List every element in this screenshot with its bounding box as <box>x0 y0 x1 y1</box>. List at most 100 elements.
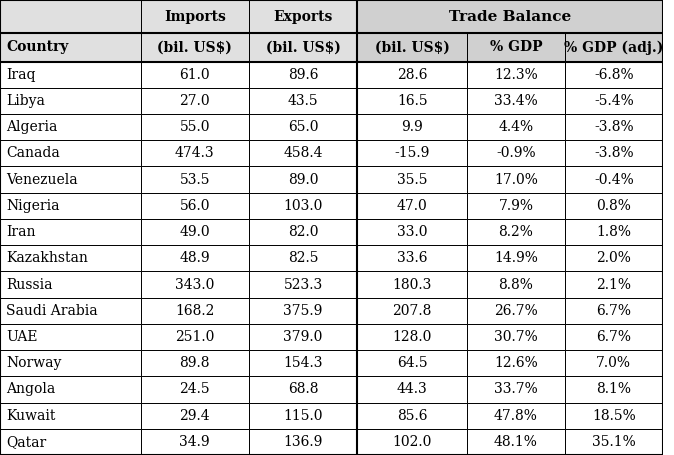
Text: 379.0: 379.0 <box>283 330 323 344</box>
Text: (bil. US$): (bil. US$) <box>157 40 233 55</box>
Bar <box>249 350 357 376</box>
Text: 43.5: 43.5 <box>288 94 318 108</box>
Text: (bil. US$): (bil. US$) <box>266 40 340 55</box>
Text: 26.7%: 26.7% <box>494 304 538 318</box>
Bar <box>249 324 357 350</box>
Text: 7.9%: 7.9% <box>499 199 534 213</box>
Text: Libya: Libya <box>6 94 44 108</box>
Text: 2.1%: 2.1% <box>596 278 632 292</box>
Bar <box>467 245 565 271</box>
Bar <box>0 376 141 403</box>
Bar <box>0 140 141 167</box>
Bar <box>0 271 141 298</box>
Bar <box>467 298 565 324</box>
Bar <box>249 376 357 403</box>
Text: Angola: Angola <box>6 382 55 396</box>
Text: 30.7%: 30.7% <box>494 330 538 344</box>
Text: 82.5: 82.5 <box>288 251 318 265</box>
Bar <box>357 88 467 114</box>
Bar <box>565 193 663 219</box>
Bar <box>565 245 663 271</box>
Text: 33.4%: 33.4% <box>494 94 538 108</box>
Text: (bil. US$): (bil. US$) <box>375 40 450 55</box>
Text: 168.2: 168.2 <box>175 304 214 318</box>
Bar <box>141 33 249 61</box>
Bar <box>565 324 663 350</box>
Text: 343.0: 343.0 <box>175 278 214 292</box>
Text: 33.7%: 33.7% <box>494 382 538 396</box>
Bar <box>141 114 249 140</box>
Bar <box>0 193 141 219</box>
Text: 24.5: 24.5 <box>179 382 210 396</box>
Text: 56.0: 56.0 <box>179 199 210 213</box>
Bar <box>565 271 663 298</box>
Text: 89.8: 89.8 <box>179 356 210 370</box>
Bar <box>357 376 467 403</box>
Bar <box>565 33 663 61</box>
Text: 474.3: 474.3 <box>175 147 214 160</box>
Bar <box>565 88 663 114</box>
Bar <box>141 245 249 271</box>
Bar <box>141 88 249 114</box>
Text: Algeria: Algeria <box>6 120 57 134</box>
Bar <box>565 61 663 88</box>
Text: 128.0: 128.0 <box>392 330 432 344</box>
Text: % GDP: % GDP <box>490 40 543 55</box>
Text: 115.0: 115.0 <box>283 409 323 423</box>
Text: 180.3: 180.3 <box>392 278 432 292</box>
Bar <box>141 350 249 376</box>
Text: 29.4: 29.4 <box>179 409 210 423</box>
Bar <box>0 324 141 350</box>
Text: 35.5: 35.5 <box>397 172 427 187</box>
Text: 55.0: 55.0 <box>179 120 210 134</box>
Bar <box>565 350 663 376</box>
Text: -15.9: -15.9 <box>394 147 430 160</box>
Text: 2.0%: 2.0% <box>596 251 632 265</box>
Text: 375.9: 375.9 <box>283 304 323 318</box>
Text: Russia: Russia <box>6 278 53 292</box>
Text: UAE: UAE <box>6 330 37 344</box>
Bar <box>0 167 141 193</box>
Text: Country: Country <box>6 40 68 55</box>
Text: Exports: Exports <box>274 10 333 24</box>
Text: 102.0: 102.0 <box>392 435 432 449</box>
Text: 6.7%: 6.7% <box>596 330 632 344</box>
Bar <box>565 298 663 324</box>
Bar <box>357 219 467 245</box>
Text: 65.0: 65.0 <box>288 120 318 134</box>
Bar <box>141 271 249 298</box>
Text: -0.4%: -0.4% <box>594 172 634 187</box>
Text: Kazakhstan: Kazakhstan <box>6 251 88 265</box>
Bar <box>141 376 249 403</box>
Bar <box>0 114 141 140</box>
Bar <box>249 0 357 33</box>
Bar <box>141 429 249 455</box>
Text: Canada: Canada <box>6 147 60 160</box>
Bar <box>249 429 357 455</box>
Bar <box>0 0 141 33</box>
Text: 17.0%: 17.0% <box>494 172 538 187</box>
Bar <box>565 376 663 403</box>
Bar <box>249 33 357 61</box>
Bar <box>467 219 565 245</box>
Text: 103.0: 103.0 <box>283 199 323 213</box>
Text: Norway: Norway <box>6 356 61 370</box>
Text: 16.5: 16.5 <box>397 94 427 108</box>
Bar <box>249 61 357 88</box>
Text: 14.9%: 14.9% <box>494 251 538 265</box>
Text: 136.9: 136.9 <box>283 435 323 449</box>
Bar <box>467 140 565 167</box>
Text: 9.9: 9.9 <box>401 120 423 134</box>
Text: 44.3: 44.3 <box>397 382 427 396</box>
Bar <box>467 324 565 350</box>
Text: 28.6: 28.6 <box>397 68 427 81</box>
Bar <box>141 0 249 33</box>
Bar <box>0 33 141 61</box>
Bar <box>249 114 357 140</box>
Bar <box>249 167 357 193</box>
Text: 0.8%: 0.8% <box>596 199 632 213</box>
Bar <box>357 114 467 140</box>
Bar <box>141 219 249 245</box>
Text: 47.0: 47.0 <box>397 199 427 213</box>
Text: 61.0: 61.0 <box>179 68 210 81</box>
